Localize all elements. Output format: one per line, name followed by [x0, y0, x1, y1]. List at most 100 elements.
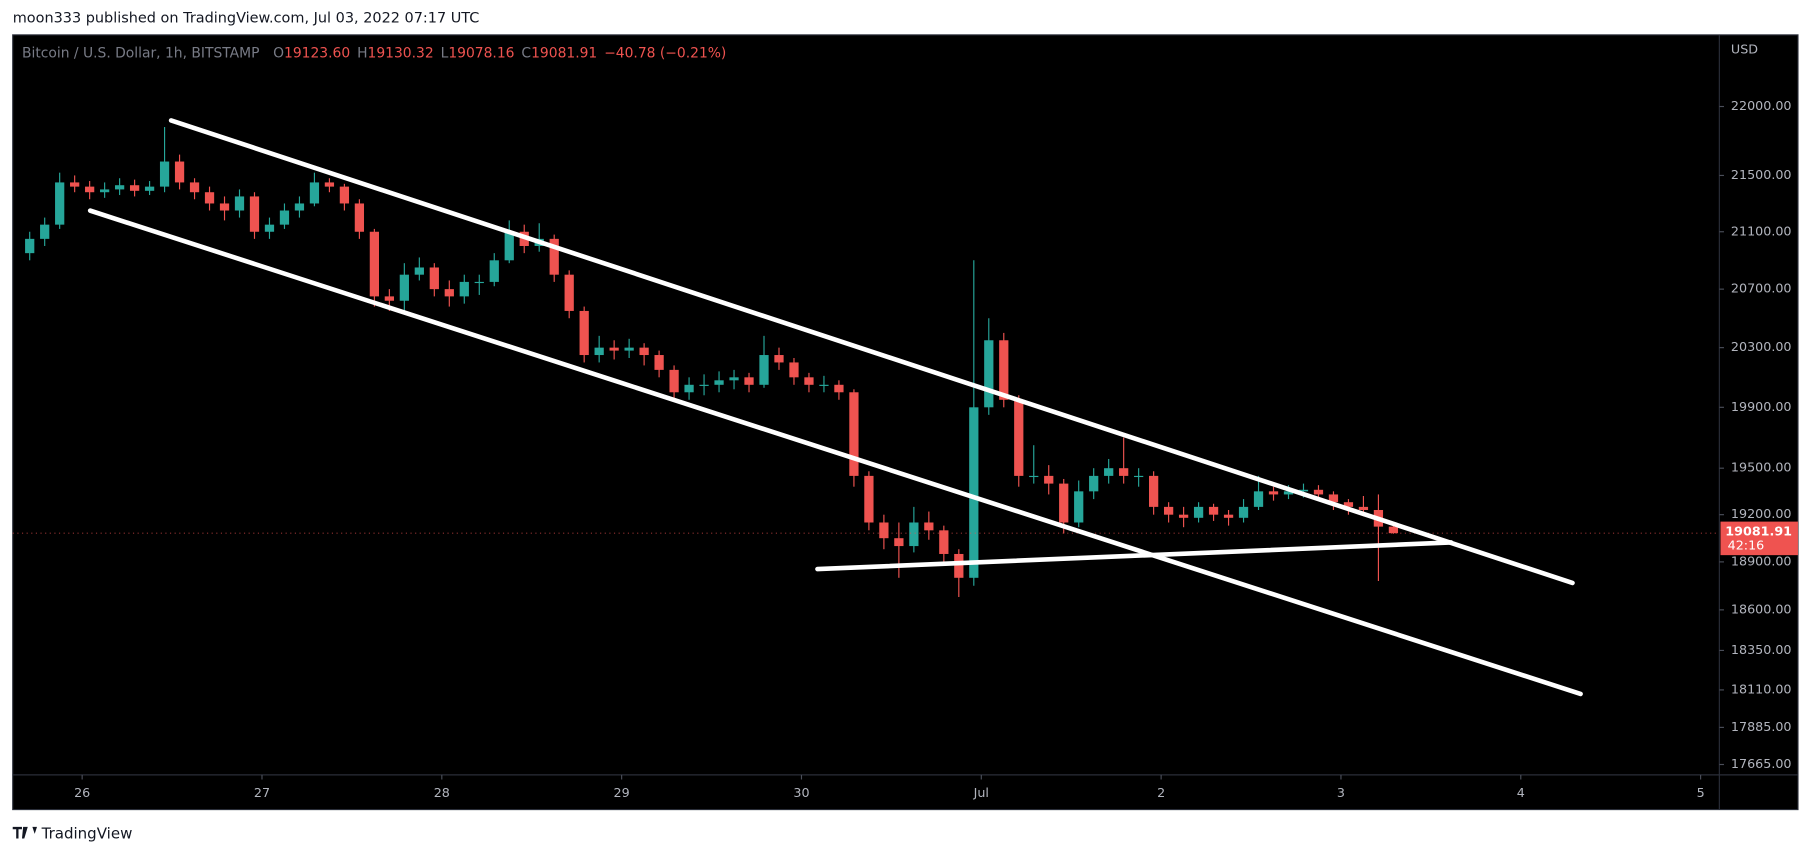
axes: 22000.00 21500.00 21100.00 20700.00 20300.00…	[74, 98, 1798, 800]
candle	[684, 377, 694, 400]
trend-line	[87, 208, 1583, 697]
candle	[444, 280, 454, 307]
legend-value: 19123.60	[284, 45, 350, 61]
candle-body	[1328, 494, 1339, 503]
candle-body	[939, 530, 949, 554]
candle-body	[1089, 475, 1099, 492]
candle	[834, 380, 844, 400]
candle	[40, 217, 50, 246]
candle-body	[1163, 506, 1174, 515]
legend-key: C	[521, 45, 531, 61]
candle	[624, 338, 634, 358]
candle-body	[1253, 491, 1264, 507]
candle	[1238, 499, 1249, 523]
candle-body	[174, 161, 185, 183]
candle-body	[639, 347, 649, 356]
candle-body	[834, 384, 844, 393]
candle-body	[309, 182, 320, 204]
candle	[579, 306, 589, 363]
candle	[699, 374, 709, 396]
candle	[1328, 491, 1339, 510]
candle	[969, 260, 979, 586]
candle	[1029, 445, 1039, 484]
candle	[489, 253, 499, 287]
candle-body	[954, 553, 964, 578]
candle-body	[864, 475, 874, 523]
candle	[414, 257, 424, 281]
price-axis-unit: USD	[1731, 41, 1758, 56]
trend-lines	[87, 118, 1583, 697]
candle-body	[579, 310, 589, 356]
candle	[984, 318, 994, 415]
y-tick-label: 18110.00	[1731, 681, 1792, 696]
candle-body	[249, 196, 260, 232]
candle-body	[1388, 526, 1399, 534]
candle-body	[1059, 483, 1069, 523]
candle-body	[924, 522, 934, 531]
candle-body	[1298, 489, 1309, 492]
legend-value: 19078.16	[448, 45, 514, 61]
x-tick-label: 5	[1697, 785, 1705, 800]
candle	[100, 182, 110, 198]
candle-body	[714, 380, 724, 385]
candle-body	[294, 203, 305, 211]
candle-body	[1178, 514, 1189, 518]
candle-body	[354, 203, 365, 232]
candle-body	[1029, 475, 1039, 478]
trend-line	[168, 118, 1575, 586]
candle	[354, 199, 365, 239]
x-tick-label: 30	[793, 785, 809, 800]
candle	[114, 178, 125, 196]
candle-body	[984, 340, 994, 408]
candle	[70, 175, 80, 193]
candle	[714, 371, 724, 393]
candle	[924, 511, 934, 540]
y-tick-label: 19500.00	[1731, 460, 1792, 475]
candle-body	[1134, 475, 1144, 478]
candle-body	[1044, 475, 1054, 484]
candle	[894, 522, 904, 578]
candle	[774, 347, 784, 370]
candle	[159, 127, 170, 193]
candle-body	[1104, 468, 1114, 476]
y-tick-label: 17665.00	[1731, 756, 1792, 771]
candle	[429, 263, 439, 297]
candle-body	[594, 347, 604, 356]
candle	[939, 525, 949, 566]
candle	[654, 350, 664, 378]
candle-body	[684, 384, 694, 393]
candle-body	[1283, 491, 1294, 495]
candle	[249, 192, 260, 239]
candle-body	[1208, 506, 1219, 515]
candle	[1149, 471, 1159, 515]
candle-body	[234, 196, 245, 211]
candle-body	[744, 377, 754, 385]
candle	[609, 340, 619, 360]
y-tick-label: 19200.00	[1731, 506, 1792, 521]
candle	[1044, 465, 1054, 495]
candle-body	[204, 192, 215, 204]
candle-body	[189, 182, 200, 193]
legend-value: 19081.91	[531, 45, 597, 61]
candle	[1089, 468, 1099, 500]
candle	[144, 181, 155, 196]
legend-key: H	[357, 45, 367, 61]
candle-body	[729, 377, 739, 381]
candle	[549, 234, 559, 282]
candle	[324, 178, 335, 193]
logo-icon	[12, 826, 37, 839]
chart-panel	[12, 34, 1799, 811]
candle	[759, 335, 769, 388]
candle-body	[85, 186, 95, 193]
candle-body	[40, 224, 50, 239]
candle-body	[1313, 489, 1324, 495]
candle-body	[114, 185, 125, 190]
candle	[1178, 506, 1189, 528]
candle	[174, 154, 185, 190]
candle	[459, 274, 469, 304]
x-tick-label: 4	[1517, 785, 1525, 800]
y-tick-label: 20700.00	[1731, 281, 1792, 296]
x-tick-label: Jul	[973, 785, 989, 800]
